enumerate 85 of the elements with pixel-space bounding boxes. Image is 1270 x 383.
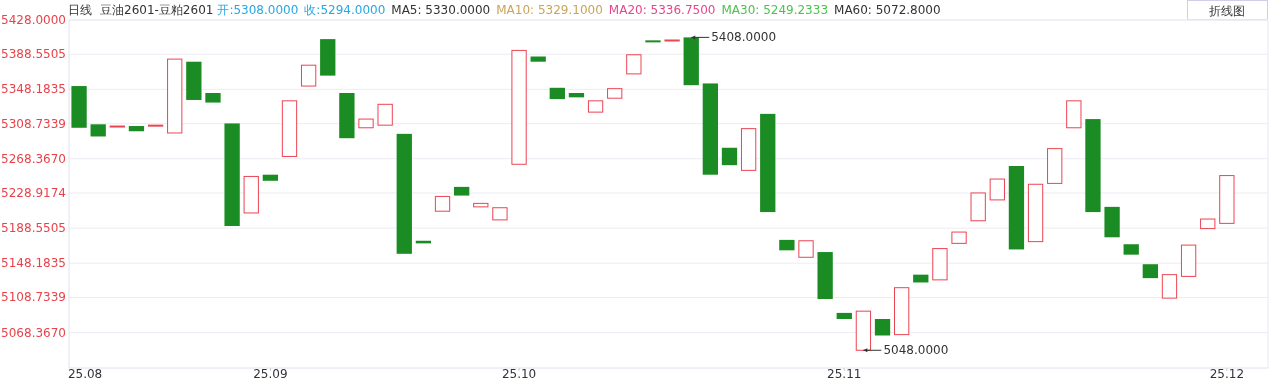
y-tick-label: 5388.5505	[1, 47, 66, 62]
candlestick	[434, 195, 451, 212]
candlestick	[894, 287, 910, 336]
candlestick	[224, 123, 240, 226]
y-tick-label: 5348.1835	[1, 82, 66, 97]
candlestick	[128, 126, 145, 132]
candlestick	[836, 312, 852, 319]
candlestick	[932, 248, 948, 281]
candlestick	[568, 93, 585, 98]
x-tick-label: 25.11	[827, 367, 862, 381]
candlestick	[951, 231, 967, 244]
text: 收:5294.0000	[304, 3, 386, 17]
candlestick	[798, 240, 814, 258]
candlestick	[167, 58, 183, 134]
y-tick-label: 5188.5505	[1, 221, 66, 236]
candlestick	[530, 56, 546, 62]
text: MA30: 5249.2333	[721, 3, 829, 17]
candlestick	[1200, 218, 1216, 230]
candlestick	[683, 37, 699, 86]
candlestick	[970, 192, 986, 222]
x-tick-label: 25.12	[1209, 367, 1245, 381]
annotation: 5048.0000	[883, 343, 949, 358]
candlestick	[645, 40, 661, 43]
chart-title: 日线	[68, 3, 92, 17]
text: MA10: 5329.1000	[496, 3, 603, 17]
candlestick	[721, 147, 738, 166]
candlestick	[339, 93, 355, 139]
y-tick-label: 5428.0000	[1, 13, 66, 27]
candlestick	[262, 174, 279, 181]
candlestick	[281, 100, 298, 157]
candlestick	[817, 252, 833, 299]
candlestick	[205, 93, 221, 103]
candlestick	[587, 100, 604, 113]
candlestick	[377, 103, 393, 126]
candlestick	[492, 207, 508, 221]
candlestick	[664, 39, 680, 42]
candlestick	[1027, 183, 1044, 243]
candlestick	[396, 133, 412, 254]
candlestick	[1085, 119, 1101, 213]
candlestick	[874, 318, 891, 336]
chart-subtitle: 豆油2601-豆粕2601	[100, 3, 214, 17]
candlestick	[511, 49, 527, 165]
candlestick	[740, 128, 757, 171]
y-tick-label: 5228.9174	[1, 186, 66, 201]
candlestick	[454, 186, 470, 196]
candlestick	[702, 83, 719, 175]
text: MA60: 5072.8000	[834, 3, 941, 17]
candlestick	[358, 118, 374, 129]
candlestick	[760, 113, 776, 213]
candlestick	[473, 202, 489, 208]
y-tick-label: 5268.3670	[1, 151, 66, 166]
x-tick-label: 25.10	[501, 367, 537, 381]
candlestick	[147, 124, 164, 127]
candlestick	[1066, 100, 1082, 129]
annotation: 5408.0000	[711, 30, 777, 45]
text: 折线图	[1209, 4, 1245, 18]
candlestick	[109, 125, 125, 128]
text: MA20: 5336.7500	[608, 3, 716, 17]
candlestick	[320, 39, 336, 76]
candlestick	[71, 86, 87, 128]
candlestick	[1008, 166, 1025, 250]
x-tick-label: 25.08	[67, 367, 103, 381]
candlestick	[1161, 274, 1178, 299]
candlestick	[186, 61, 202, 100]
x-tick-label: 25.09	[253, 367, 288, 381]
candlestick	[1104, 206, 1120, 238]
candlestick	[626, 54, 642, 75]
text: 开:5308.0000	[217, 3, 299, 17]
candlestick	[300, 64, 317, 87]
candlestick	[607, 88, 623, 99]
candlestick	[1219, 175, 1235, 224]
y-tick-label: 5068.3670	[1, 325, 66, 340]
text: MA5: 5330.0000	[391, 3, 491, 17]
candlestick	[90, 124, 106, 137]
candlestick	[779, 239, 795, 251]
y-tick-label: 5148.1835	[1, 256, 66, 271]
candlestick	[549, 87, 565, 100]
candlestick	[243, 175, 259, 214]
y-tick-label: 5308.7339	[1, 116, 66, 131]
candlestick	[989, 178, 1005, 201]
candlestick	[1047, 148, 1063, 184]
candlestick	[1180, 244, 1197, 277]
candlestick	[1142, 264, 1158, 279]
y-tick-label: 5108.7339	[1, 290, 66, 305]
candlestick	[1123, 244, 1139, 255]
